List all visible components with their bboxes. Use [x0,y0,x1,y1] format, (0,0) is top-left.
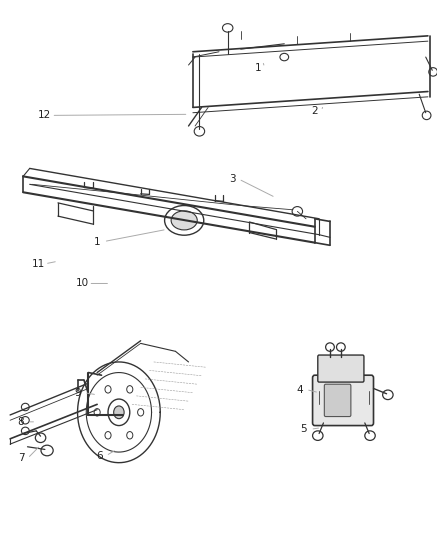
FancyBboxPatch shape [318,355,364,382]
Text: 8: 8 [18,417,24,427]
FancyBboxPatch shape [313,375,374,425]
Text: 11: 11 [32,259,45,269]
Text: 2: 2 [311,106,318,116]
Ellipse shape [114,406,124,419]
Ellipse shape [171,211,197,230]
Text: 4: 4 [296,384,303,394]
Text: 5: 5 [300,424,307,434]
Text: 9: 9 [74,387,81,398]
Text: 3: 3 [229,174,235,184]
Text: 1: 1 [255,63,261,72]
Text: 1: 1 [94,237,100,247]
Text: 12: 12 [38,110,52,120]
FancyBboxPatch shape [324,384,351,417]
Text: 10: 10 [75,278,88,288]
Text: 7: 7 [18,454,24,463]
Text: 6: 6 [96,451,102,461]
